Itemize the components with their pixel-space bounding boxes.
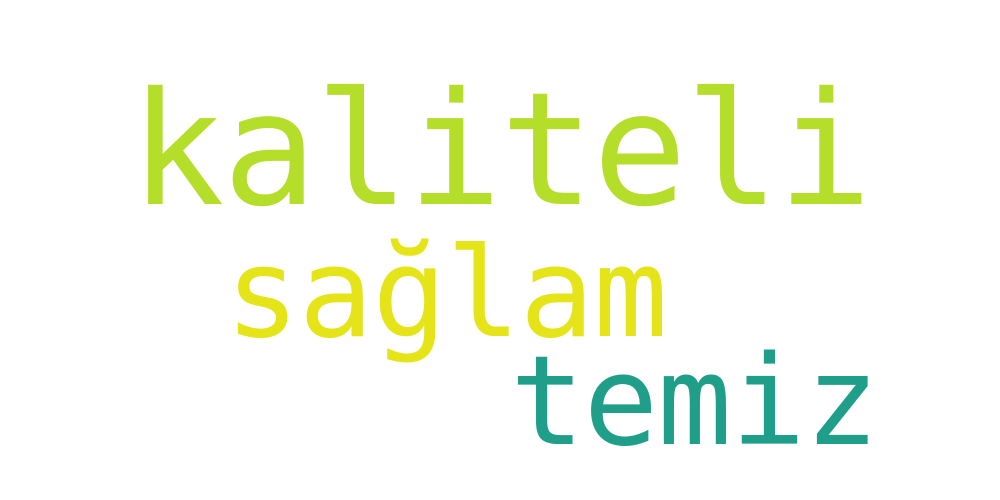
word-saglam: sağlam bbox=[225, 222, 668, 366]
word-temiz: temiz bbox=[510, 330, 879, 474]
word-kaliteli: kaliteli bbox=[130, 59, 872, 242]
